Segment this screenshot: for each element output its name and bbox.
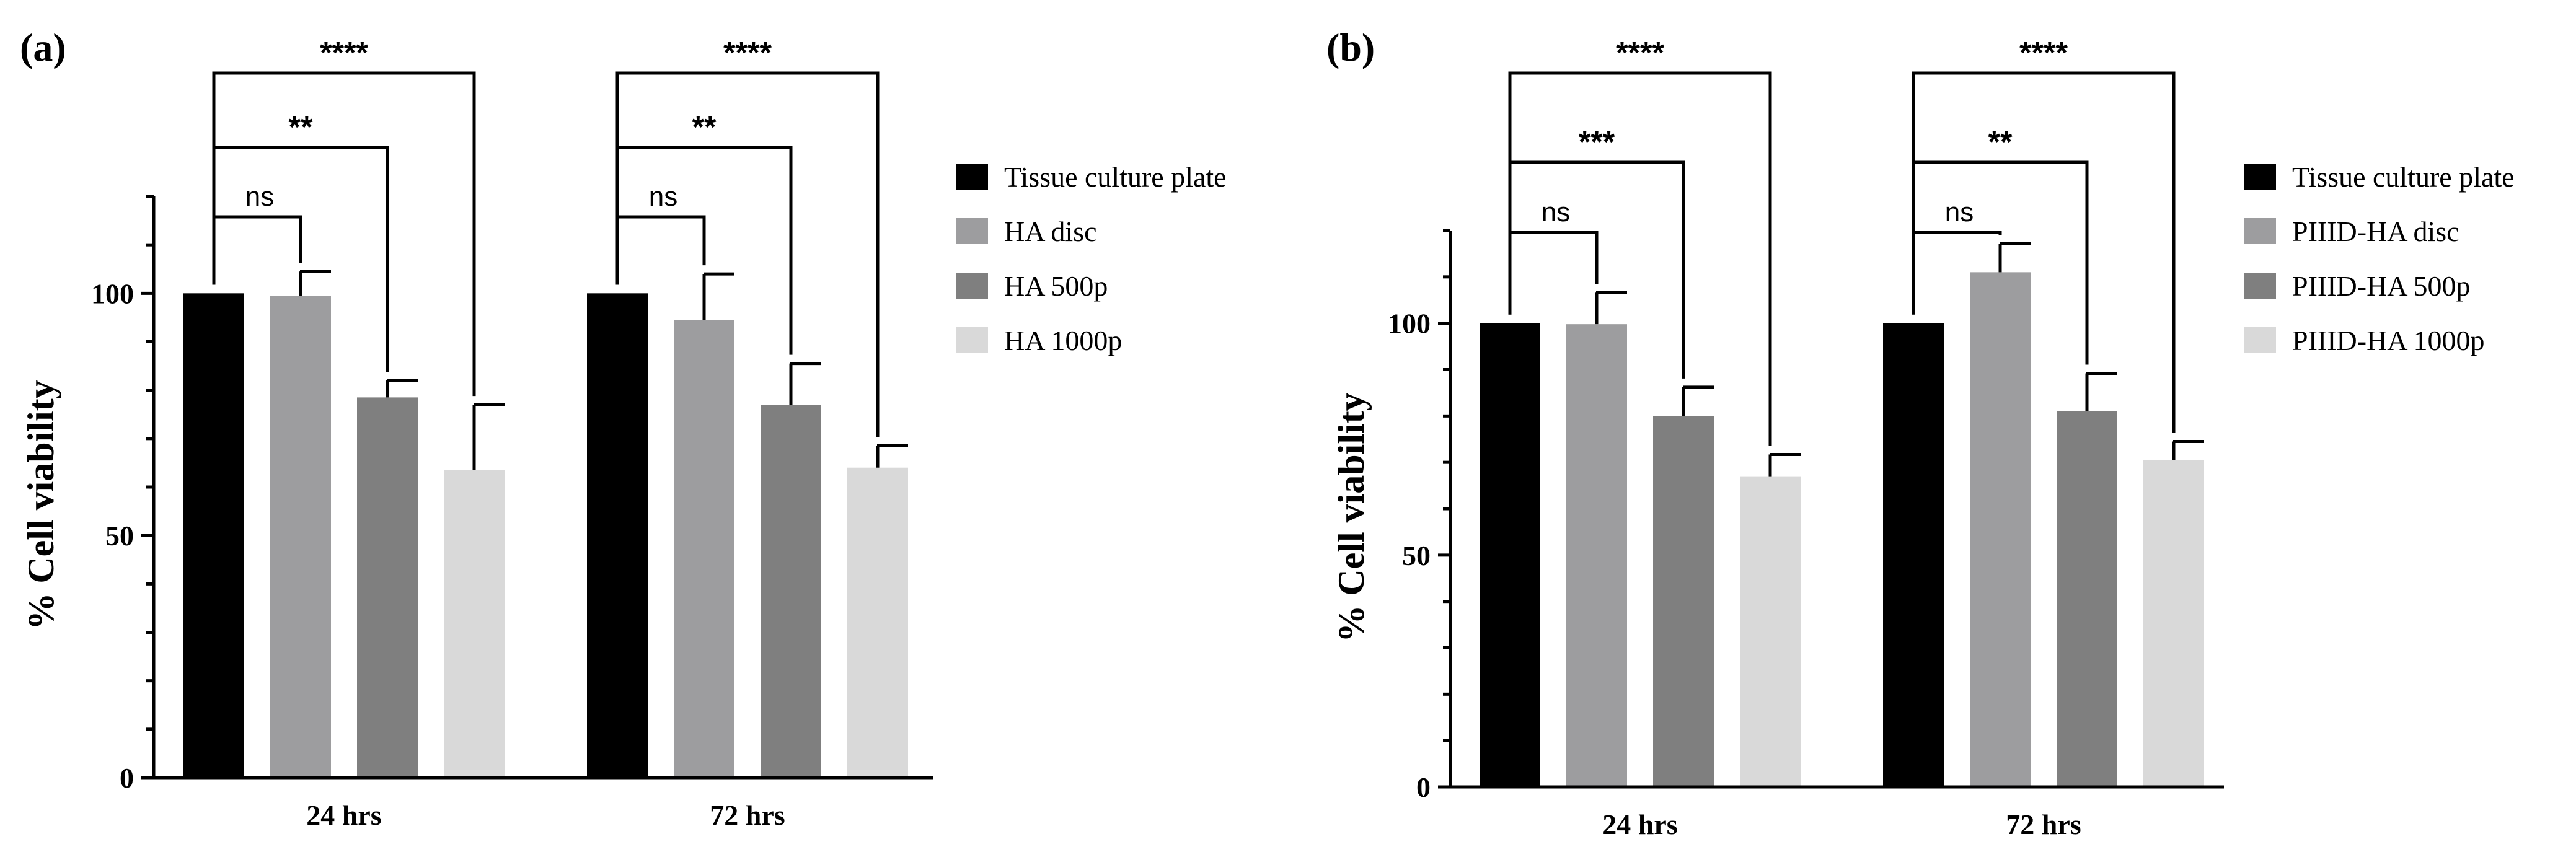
panel-b-y-tick-label-100: 100	[1388, 308, 1431, 340]
panel-a-sig-label-0-3: ****	[320, 35, 368, 70]
panel-b-legend-label-0: Tissue culture plate	[2292, 161, 2515, 193]
panel-b-legend-label-1: PIIID-HA disc	[2292, 216, 2459, 247]
panel-b-sig-label-0-3: ****	[1616, 35, 1664, 70]
panel-b-category-label-1: 72 hrs	[2006, 809, 2081, 840]
panel-a-sig-label-0-2: **	[289, 110, 313, 144]
panel-b-bars	[1480, 272, 2204, 788]
panel-b-bracket-1-3	[1912, 71, 2176, 433]
panel-a-legend-label-3: HA 1000p	[1004, 325, 1122, 356]
panel-b-error-bars	[1595, 242, 2204, 477]
panel-b-legend-swatch-1	[2244, 218, 2276, 244]
panel-b-sig-label-1-2: **	[1988, 125, 2013, 159]
panel-a-sig-label-1-3: ****	[723, 35, 772, 70]
panel-a-y-ticks: 0 50 100	[91, 195, 154, 794]
panel-b-bar-1-0	[1883, 323, 1944, 787]
panel-b-sig-label-1-3: ****	[2019, 35, 2068, 70]
panel-a-y-tick-label-50: 50	[105, 520, 134, 551]
panel-b-bar-0-1	[1566, 324, 1627, 787]
panel-b-legend-label-2: PIIID-HA 500p	[2292, 270, 2470, 302]
panel-a-legend-label-2: HA 500p	[1004, 270, 1108, 302]
panel-a-bar-0-1	[270, 296, 331, 778]
panel-b-bar-0-2	[1653, 416, 1714, 787]
panel-a-bar-1-0	[587, 293, 648, 778]
panel-a-y-tick-label-100: 100	[91, 278, 134, 309]
panel-b-y-axis-title: % Cell viability	[1331, 392, 1372, 642]
panel-a-bar-1-1	[674, 320, 734, 778]
panel-a-bar-0-2	[357, 397, 418, 778]
panel-b-y-tick-label-0: 0	[1416, 771, 1431, 803]
panel-a-axes	[152, 196, 933, 780]
panel-a-legend-swatch-2	[956, 273, 988, 299]
panel-a-bar-0-0	[183, 293, 244, 778]
panel-b-legend-swatch-3	[2244, 327, 2276, 353]
panel-a-bars	[183, 293, 908, 778]
panel-a-legend-swatch-0	[956, 164, 988, 190]
panel-a-bracket-1-1	[615, 215, 706, 285]
panel-b-bracket-0-3	[1508, 71, 1772, 446]
panel-b-categories: 24 hrs 72 hrs	[1602, 809, 2081, 840]
panel-a-category-label-1: 72 hrs	[710, 799, 785, 831]
panel-b-significance-brackets: ns*******ns******	[1508, 35, 2176, 446]
panel-a-legend-swatch-3	[956, 327, 988, 353]
panel-b-bar-0-3	[1740, 476, 1801, 787]
panel-b-bar-1-1	[1970, 272, 2031, 788]
panel-b-y-tick-label-50: 50	[1402, 540, 1431, 571]
panel-a-y-axis-title: % Cell viability	[20, 380, 61, 630]
panel-a-significance-brackets: ns******ns******	[212, 35, 880, 437]
panel-a-y-tick-label-0: 0	[120, 762, 134, 794]
panel-a-label: (a)	[20, 25, 66, 69]
panel-a-legend: Tissue culture plate HA disc HA 500p HA 100…	[956, 161, 1227, 356]
panel-a-legend-label-1: HA disc	[1004, 216, 1097, 247]
panel-a-sig-label-0-1: ns	[245, 182, 274, 212]
panel-b-legend-swatch-2	[2244, 273, 2276, 299]
panel-a-bracket-1-3	[615, 71, 880, 437]
panel-b-bar-1-2	[2057, 411, 2117, 787]
panel-b-legend-swatch-0	[2244, 164, 2276, 190]
panel-a-error-bars	[299, 270, 908, 470]
panel-a-bracket-0-3	[212, 71, 476, 397]
panel-b-sig-label-0-2: ***	[1579, 125, 1615, 159]
panel-b-legend: Tissue culture plate PIIID-HA disc PIIID-H…	[2244, 161, 2515, 356]
panel-b-bar-1-3	[2143, 460, 2204, 787]
panel-a-legend-label-0: Tissue culture plate	[1004, 161, 1227, 193]
panel-b-category-label-0: 24 hrs	[1602, 809, 1677, 840]
panel-b-bar-0-0	[1480, 323, 1540, 787]
panel-b-legend-label-3: PIIID-HA 1000p	[2292, 325, 2484, 356]
panel-b-sig-label-1-1: ns	[1945, 197, 1974, 227]
panel-a-bar-0-3	[444, 470, 505, 778]
panel-a-bar-1-3	[847, 467, 908, 778]
panel-b-bracket-0-1	[1508, 231, 1599, 315]
panel-a-sig-label-1-1: ns	[649, 182, 677, 212]
panel-b-label: (b)	[1326, 25, 1375, 69]
panel-a-bar-1-2	[761, 405, 821, 778]
panel-a-categories: 24 hrs 72 hrs	[306, 799, 785, 831]
panel-a-category-label-0: 24 hrs	[306, 799, 381, 831]
panel-b-y-ticks: 0 50 100	[1388, 229, 1450, 803]
panel-a-legend-swatch-1	[956, 218, 988, 244]
panel-a-bracket-0-1	[212, 215, 302, 285]
panel-b-axes	[1449, 231, 2224, 789]
panel-b-sig-label-0-1: ns	[1542, 197, 1570, 227]
panel-a-sig-label-1-2: **	[692, 110, 717, 144]
